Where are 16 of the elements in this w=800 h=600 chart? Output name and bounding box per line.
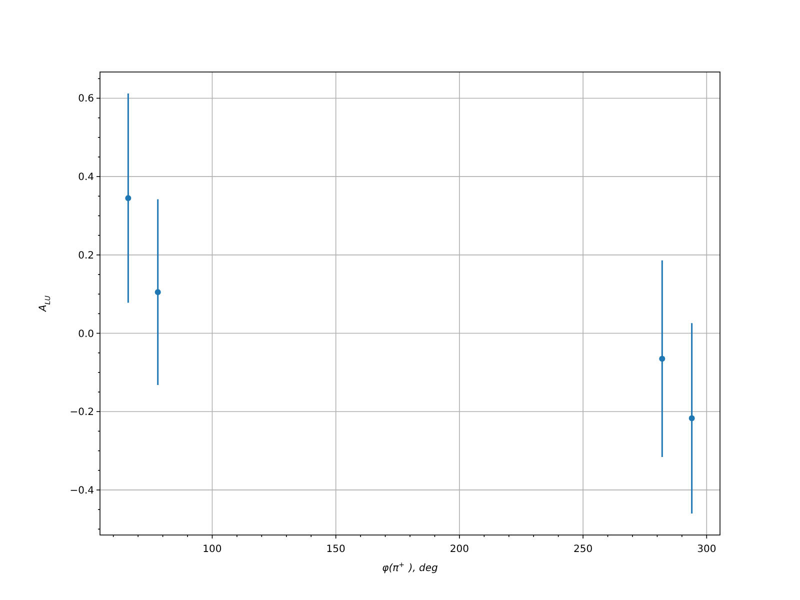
x-tick-label: 250 <box>574 544 593 555</box>
x-tick-label: 100 <box>202 544 222 555</box>
point <box>125 195 132 202</box>
y-tick-label: 0.4 <box>78 172 94 184</box>
y-tick-label: −0.2 <box>70 407 94 418</box>
y-tick-label: 0.0 <box>78 328 94 340</box>
x-tick-label: 150 <box>326 544 346 555</box>
y-tick-label: 0.6 <box>78 94 94 105</box>
point <box>659 356 666 362</box>
x-axis-title: φ(π$^{+}$), deg <box>382 561 438 574</box>
point <box>154 289 161 296</box>
y-tick-label: −0.4 <box>70 485 94 496</box>
x-tick-label: 300 <box>697 544 716 555</box>
x-tick-label: 200 <box>450 544 469 555</box>
point <box>688 415 695 422</box>
y-tick-label: 0.2 <box>78 250 94 262</box>
